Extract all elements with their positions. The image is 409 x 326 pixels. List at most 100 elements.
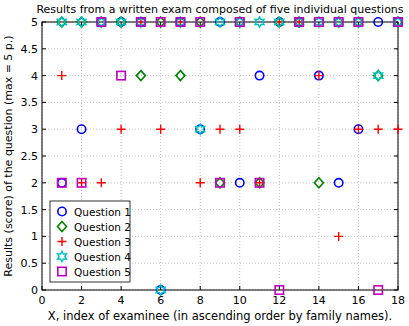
point (156, 125, 165, 134)
point (196, 124, 205, 134)
tick-label: 14 (312, 294, 326, 307)
tick-label: 8 (197, 294, 204, 307)
tick (239, 286, 240, 290)
point (57, 17, 66, 27)
legend-marker (58, 251, 67, 261)
point (394, 17, 403, 27)
tick (42, 129, 46, 130)
tick (358, 286, 359, 290)
point (354, 125, 363, 134)
point (156, 285, 165, 295)
point (196, 18, 204, 26)
point (275, 17, 284, 27)
point (235, 125, 244, 134)
tick (42, 182, 46, 183)
tick-label: 5 (31, 16, 38, 29)
point (354, 17, 363, 27)
tick (42, 75, 46, 76)
point (236, 18, 244, 26)
point (77, 125, 85, 133)
point (295, 18, 303, 26)
point (77, 17, 86, 27)
title: Results from a written exam composed of … (36, 3, 403, 16)
point (236, 179, 244, 187)
plot-frame (42, 22, 398, 290)
point (374, 18, 382, 26)
tick-label: 4 (118, 294, 125, 307)
point (374, 71, 383, 81)
point (315, 18, 323, 26)
tick (42, 48, 46, 49)
plot-area (42, 22, 398, 290)
point (136, 18, 145, 27)
tick (394, 75, 398, 76)
legend-label: Question 1 (74, 206, 131, 218)
tick-label: 2 (31, 177, 38, 190)
tick-label: 1.5 (21, 204, 39, 217)
point (374, 286, 382, 294)
point (334, 17, 343, 27)
grid-line (42, 75, 398, 76)
point (117, 17, 126, 27)
tick-label: 18 (391, 294, 405, 307)
point (117, 71, 125, 79)
tick (160, 22, 161, 26)
point (354, 17, 363, 27)
point (255, 71, 263, 79)
legend-label: Question 5 (74, 266, 131, 278)
point (176, 17, 185, 27)
grid-line (42, 182, 398, 183)
point (97, 17, 106, 27)
point (295, 17, 304, 27)
x-label: X, index of examinee (in ascending order… (48, 309, 392, 323)
point (77, 179, 85, 187)
grid-line (42, 48, 398, 49)
point (176, 71, 185, 81)
tick (121, 286, 122, 290)
grid-line (200, 22, 201, 290)
point (196, 178, 205, 187)
point (156, 17, 165, 27)
tick (279, 286, 280, 290)
legend-label: Question 3 (74, 236, 131, 248)
point (394, 125, 403, 134)
legend-label: Question 2 (74, 221, 131, 233)
legend-marker (58, 222, 67, 232)
tick-label: 3 (31, 123, 38, 136)
tick-label: 4.5 (21, 43, 39, 56)
point (255, 17, 264, 27)
tick (394, 236, 398, 237)
point (58, 179, 66, 187)
tick-label: 0.5 (21, 257, 39, 270)
point (156, 18, 164, 26)
tick (394, 102, 398, 103)
point (136, 71, 145, 81)
point (374, 125, 383, 134)
point (295, 17, 304, 27)
grid-line (160, 22, 161, 290)
tick-label: 3.5 (21, 96, 39, 109)
point (97, 17, 106, 27)
point (235, 17, 244, 27)
point (196, 125, 204, 133)
tick (42, 156, 46, 157)
tick-label: 0 (31, 284, 38, 297)
grid-line (358, 22, 359, 290)
point (216, 178, 225, 188)
point (275, 18, 284, 27)
tick-label: 0 (39, 294, 46, 307)
markers (57, 17, 402, 295)
point (255, 179, 263, 187)
point (137, 18, 145, 26)
point (57, 17, 66, 27)
tick-label: 10 (233, 294, 247, 307)
tick (200, 22, 201, 26)
legend-marker (58, 267, 66, 275)
point (255, 178, 264, 187)
point (374, 70, 383, 80)
point (176, 18, 185, 27)
grid-line (42, 102, 398, 103)
point (216, 125, 225, 134)
point (314, 178, 323, 188)
tick-label: 1 (31, 230, 38, 243)
